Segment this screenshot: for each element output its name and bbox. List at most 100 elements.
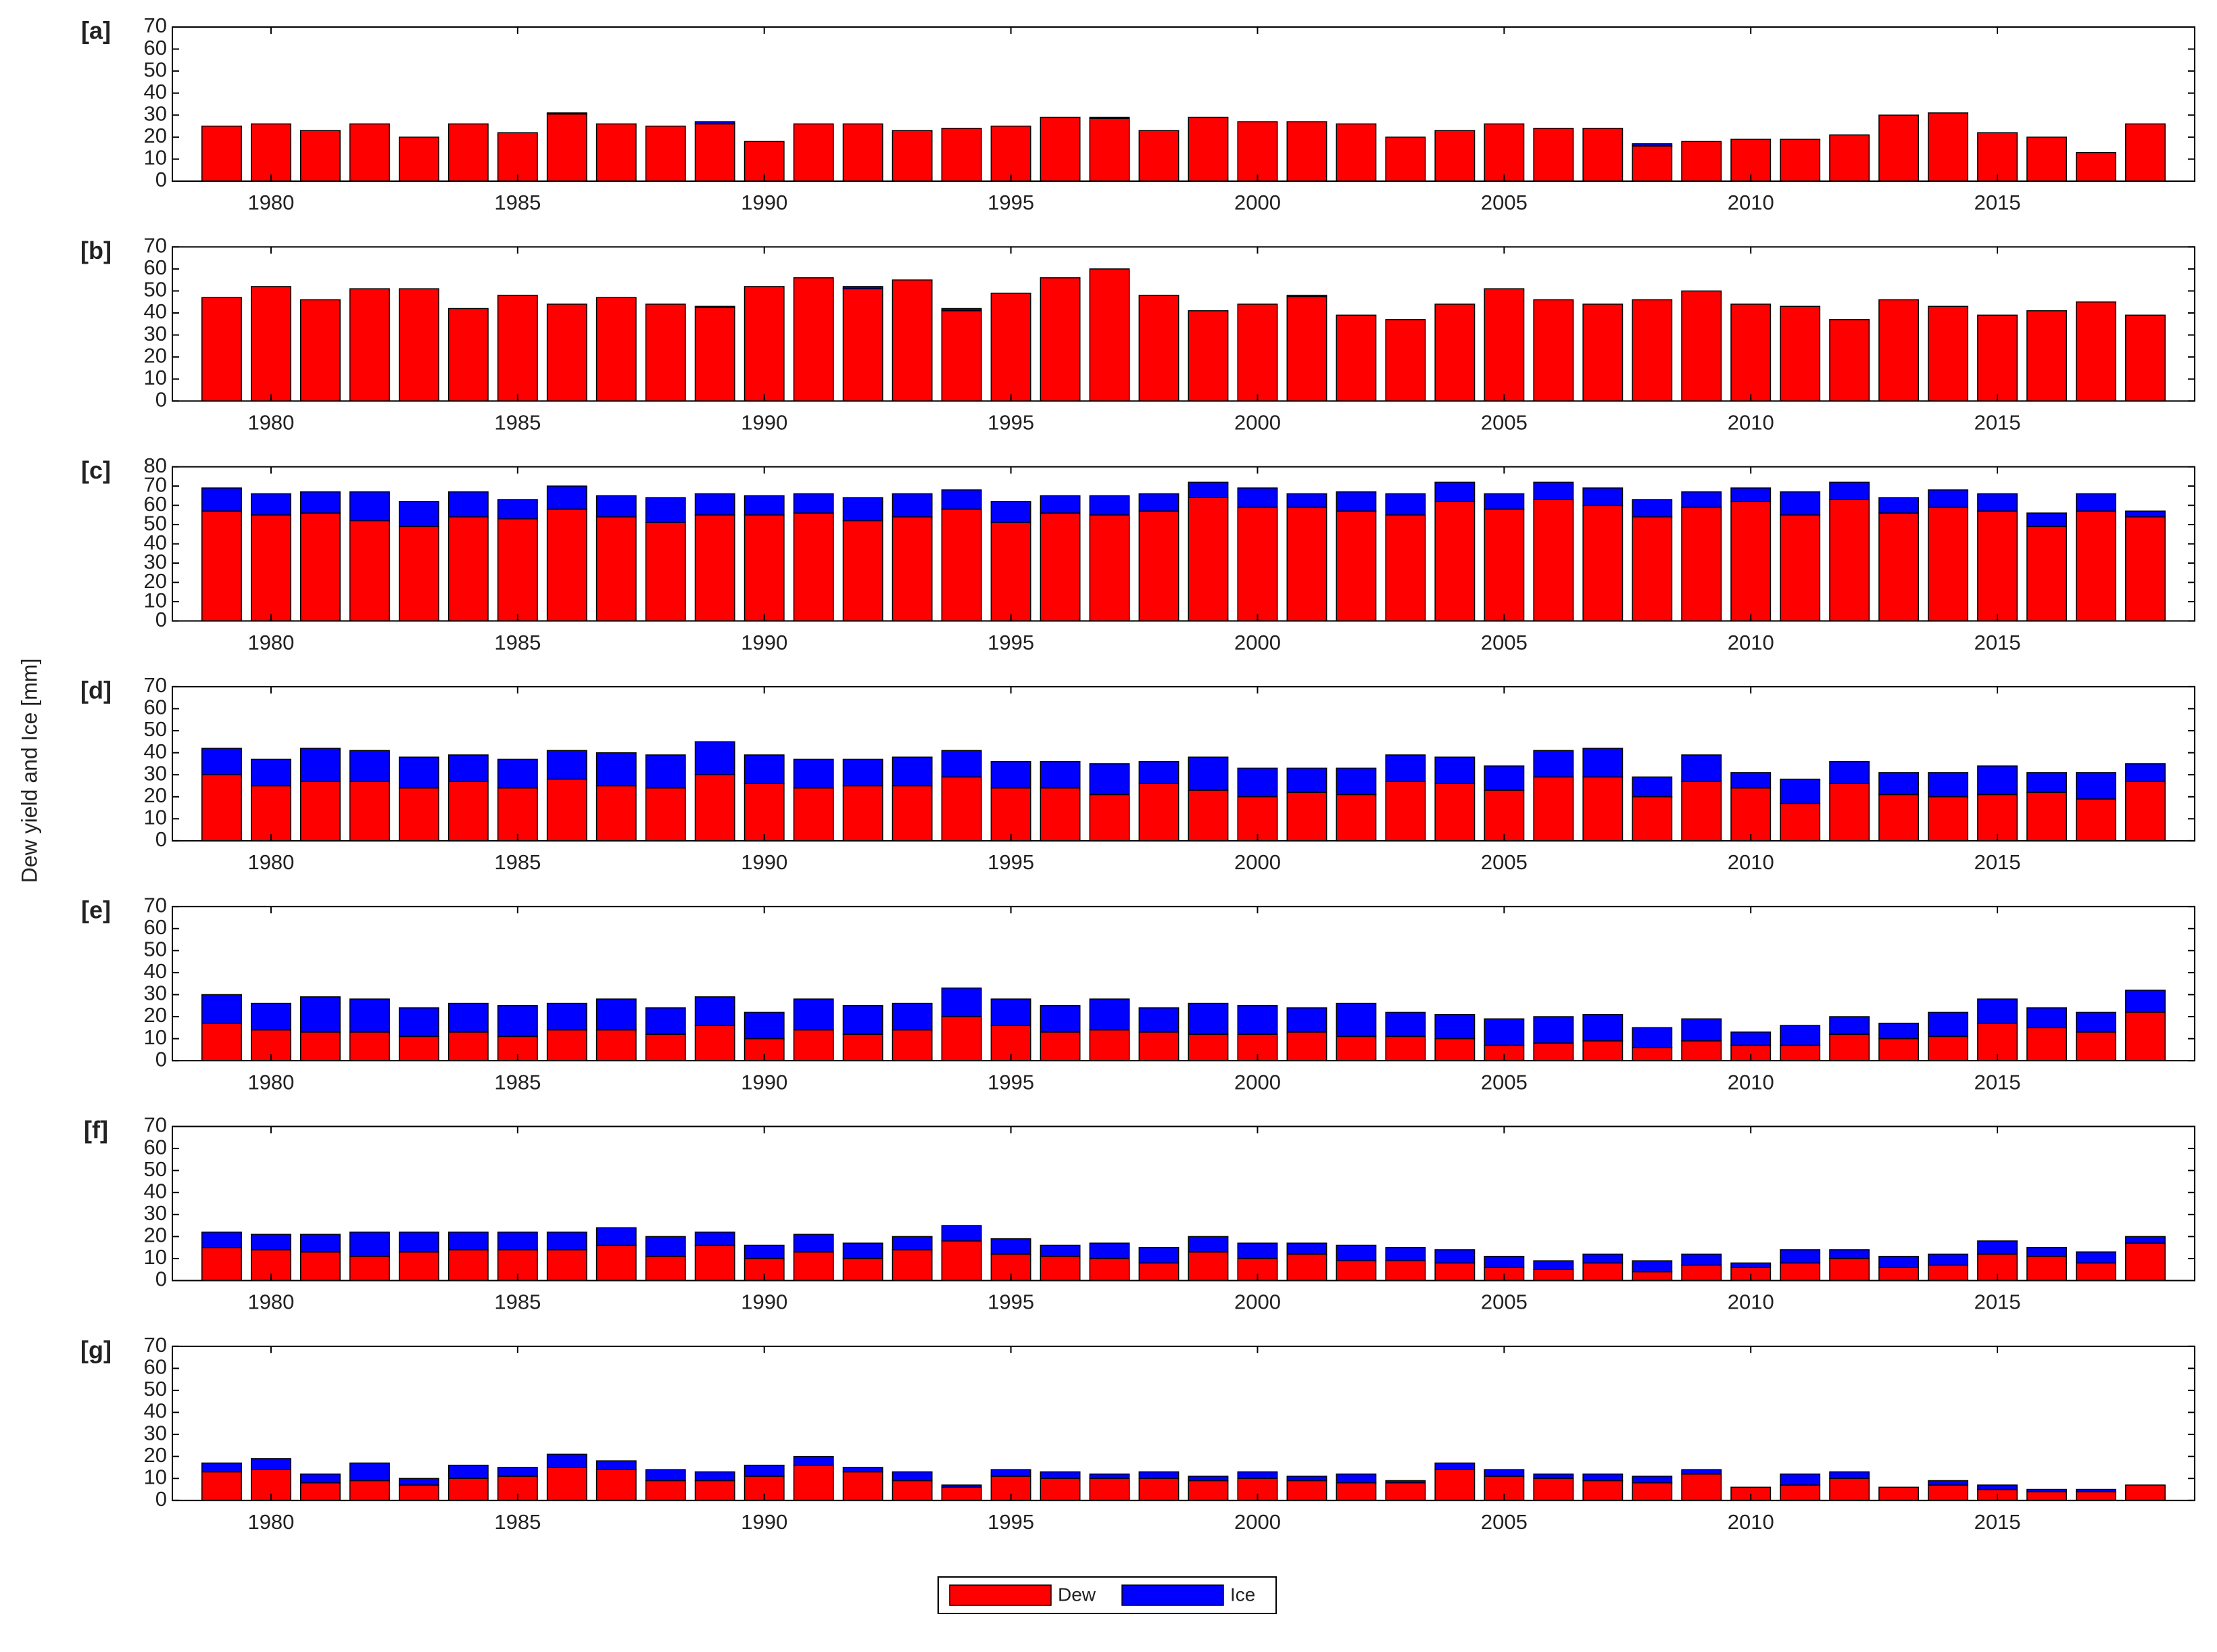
- bar-segment: [1286, 1476, 1327, 1482]
- legend-swatch: [1121, 1584, 1224, 1606]
- bar-segment: [1138, 130, 1179, 182]
- bar-segment: [892, 785, 933, 842]
- bar-segment: [1681, 1473, 1722, 1501]
- bar-segment: [1237, 487, 1278, 508]
- bar-segment: [1681, 491, 1722, 508]
- bar-segment: [1336, 767, 1377, 796]
- bar-segment: [1730, 487, 1772, 502]
- x-tick-label: 1985: [494, 191, 541, 214]
- x-tick-label: 1995: [988, 1070, 1034, 1094]
- bar-segment: [2125, 510, 2166, 518]
- y-tick-label: 10: [144, 1465, 167, 1488]
- bar-segment: [1878, 1255, 1920, 1268]
- bar-segment: [1089, 514, 1130, 622]
- bar-segment: [694, 306, 735, 308]
- x-tick-label: 1980: [247, 631, 294, 654]
- bar-segment: [2125, 314, 2166, 402]
- x-tick-label: 2015: [1974, 1070, 2021, 1094]
- y-tick-label: 30: [144, 550, 167, 573]
- bar-segment: [1977, 314, 2018, 402]
- bar-segment: [941, 987, 982, 1017]
- bar-segment: [645, 1236, 686, 1257]
- bar-segment: [1484, 508, 1525, 622]
- y-tick-label: 70: [144, 472, 167, 496]
- bar-segment: [349, 1232, 390, 1257]
- bar-segment: [1385, 493, 1426, 516]
- y-tick-label: 20: [144, 783, 167, 807]
- bar-segment: [1829, 499, 1870, 622]
- bar-segment: [694, 121, 735, 125]
- x-tick-label: 2000: [1234, 410, 1281, 434]
- bar-segment: [1089, 763, 1130, 796]
- bar-segment: [1138, 760, 1179, 784]
- bar-segment: [990, 998, 1031, 1026]
- bar-segment: [1336, 123, 1377, 182]
- y-tick-label: 20: [144, 1443, 167, 1467]
- bar-segment: [1138, 510, 1179, 622]
- bar-segment: [497, 1232, 538, 1250]
- bar-segment: [2125, 516, 2166, 622]
- bar-segment: [398, 756, 439, 789]
- bar-segment: [892, 1029, 933, 1061]
- bar-segment: [1385, 137, 1426, 182]
- x-tick-label: 2010: [1728, 631, 1774, 654]
- bar-segment: [2125, 123, 2166, 182]
- bar-segment: [447, 1464, 489, 1479]
- panel-label: [c]: [81, 456, 111, 484]
- bar-segment: [842, 1467, 883, 1473]
- bar-segment: [1829, 1478, 1870, 1501]
- y-tick-label: 20: [144, 1003, 167, 1027]
- bar-segment: [1730, 139, 1772, 182]
- bar-segment: [645, 125, 686, 182]
- bar-segment: [1632, 1046, 1673, 1061]
- bar-segment: [2026, 1491, 2068, 1501]
- y-tick-label: 60: [144, 696, 167, 719]
- bar-segment: [1434, 1469, 1476, 1501]
- y-tick-label: 20: [144, 124, 167, 147]
- bar-segment: [1582, 128, 1624, 182]
- bar-segment: [1138, 1246, 1179, 1264]
- bar-segment: [1089, 1242, 1130, 1259]
- bar-segment: [1089, 998, 1130, 1031]
- bar-segment: [398, 1251, 439, 1282]
- bar-segment: [1040, 1255, 1081, 1282]
- bar-segment: [694, 774, 735, 842]
- x-tick-label: 1980: [247, 1070, 294, 1094]
- bar-segment: [2076, 772, 2116, 800]
- bar-segment: [694, 493, 735, 516]
- bar-segment: [349, 123, 390, 182]
- y-tick-label: 50: [144, 717, 167, 741]
- x-tick-label: 2000: [1234, 631, 1281, 654]
- bar-segment: [1582, 1480, 1624, 1501]
- panel-label: [f]: [84, 1116, 108, 1144]
- bar-segment: [349, 750, 390, 782]
- bar-segment: [1089, 794, 1130, 842]
- y-tick-label: 40: [144, 1179, 167, 1202]
- bar-segment: [1385, 1011, 1426, 1038]
- bar-segment: [1385, 1036, 1426, 1061]
- bar-segment: [645, 1007, 686, 1035]
- bar-segment: [1582, 1253, 1624, 1264]
- bar-segment: [2076, 301, 2116, 402]
- bar-segment: [299, 748, 341, 782]
- bar-segment: [398, 1232, 439, 1253]
- bar-segment: [398, 288, 439, 402]
- y-tick-label: 40: [144, 531, 167, 554]
- x-tick-label: 1990: [741, 410, 787, 434]
- y-tick-label: 30: [144, 981, 167, 1005]
- bar-segment: [793, 998, 834, 1031]
- bar-segment: [941, 750, 982, 778]
- bar-segment: [1928, 112, 1969, 182]
- bar-segment: [546, 1002, 587, 1031]
- x-tick-label: 2005: [1481, 1070, 1528, 1094]
- bar-segment: [1484, 765, 1525, 791]
- bar-segment: [1237, 1471, 1278, 1479]
- bar-segment: [1730, 1262, 1772, 1268]
- bar-segment: [1829, 1258, 1870, 1282]
- bar-segment: [941, 508, 982, 622]
- bar-segment: [2076, 1251, 2116, 1264]
- y-tick-label: 70: [144, 1333, 167, 1357]
- bar-segment: [1928, 1011, 1969, 1038]
- bar-segment: [1533, 1260, 1574, 1270]
- bar-segment: [1188, 756, 1229, 791]
